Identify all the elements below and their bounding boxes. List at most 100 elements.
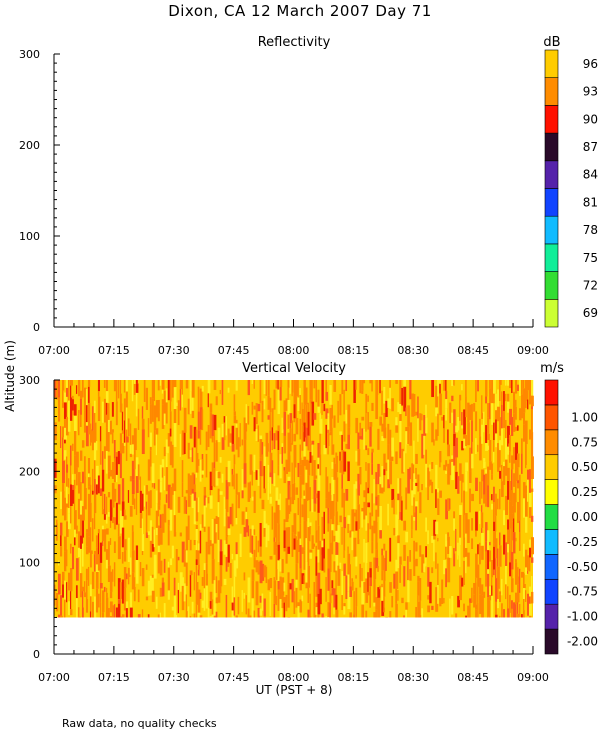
velocity-heatmap-cell	[191, 488, 195, 494]
velocity-heatmap-cell	[195, 564, 198, 582]
velocity-heatmap-cell	[511, 540, 513, 553]
velocity-heatmap-cell	[159, 612, 161, 618]
velocity-heatmap-cell	[375, 394, 378, 420]
velocity-heatmap-cell	[531, 557, 534, 563]
velocity-heatmap-cell	[279, 387, 282, 401]
velocity-heatmap-cell	[465, 533, 467, 548]
velocity-heatmap-cell	[369, 586, 372, 608]
velocity-heatmap-cell	[63, 450, 67, 460]
velocity-heatmap-cell	[395, 559, 398, 572]
velocity-heatmap-cell	[527, 469, 530, 480]
velocity-heatmap-cell	[413, 393, 416, 417]
velocity-heatmap-cell	[407, 580, 410, 603]
velocity-heatmap-cell	[219, 551, 223, 566]
velocity-heatmap-cell	[517, 453, 520, 468]
velocity-heatmap-cell	[399, 420, 402, 443]
velocity-heatmap-cell	[125, 573, 128, 580]
velocity-heatmap-cell	[343, 528, 346, 551]
velocity-heatmap-cell	[311, 440, 315, 445]
velocity-heatmap-cell	[199, 388, 203, 408]
velocity-heatmap-cell	[141, 406, 144, 419]
velocity-heatmap-cell	[405, 444, 407, 454]
velocity-heatmap-cell	[379, 416, 382, 426]
velocity-heatmap-cell	[447, 429, 449, 445]
velocity-x-tick-label: 09:00	[517, 671, 549, 684]
velocity-heatmap-cell	[269, 477, 272, 494]
velocity-heatmap-cell	[131, 525, 134, 532]
velocity-heatmap-cell	[159, 560, 163, 576]
velocity-heatmap-cell	[75, 385, 78, 394]
velocity-heatmap-cell	[341, 488, 344, 508]
velocity-heatmap-cell	[56, 519, 58, 524]
velocity-heatmap-cell	[97, 529, 100, 534]
velocity-heatmap-cell	[477, 602, 479, 618]
velocity-heatmap-cell	[115, 456, 118, 475]
velocity-heatmap-cell	[293, 433, 297, 442]
velocity-heatmap-cell	[435, 521, 439, 535]
velocity-heatmap-cell	[515, 604, 517, 618]
velocity-heatmap-cell	[531, 515, 534, 522]
velocity-heatmap-cell	[135, 476, 139, 493]
velocity-heatmap-cell	[61, 402, 65, 408]
velocity-heatmap-cell	[313, 460, 316, 480]
velocity-heatmap-cell	[491, 474, 493, 480]
velocity-heatmap-cell	[429, 581, 432, 604]
velocity-heatmap-cell	[227, 516, 230, 529]
velocity-heatmap-cell	[335, 477, 339, 502]
velocity-heatmap-cell	[241, 490, 244, 499]
velocity-heatmap-cell	[203, 570, 206, 589]
velocity-heatmap-cell	[487, 485, 490, 508]
velocity-heatmap-cell	[287, 455, 291, 472]
velocity-heatmap-cell	[499, 488, 501, 510]
velocity-heatmap-cell	[85, 568, 88, 581]
velocity-heatmap-cell	[61, 390, 64, 403]
velocity-heatmap-cell	[65, 464, 69, 473]
velocity-heatmap-cell	[361, 428, 364, 440]
velocity-heatmap-cell	[77, 607, 80, 617]
velocity-heatmap-cell	[355, 481, 358, 489]
velocity-heatmap-cell	[267, 443, 269, 452]
velocity-heatmap-cell	[331, 404, 333, 419]
velocity-heatmap-cell	[425, 417, 428, 434]
velocity-heatmap-cell	[99, 588, 102, 603]
velocity-heatmap-cell	[331, 477, 335, 501]
velocity-heatmap-cell	[111, 569, 114, 582]
velocity-heatmap-cell	[389, 380, 391, 388]
velocity-heatmap-cell	[69, 380, 73, 386]
velocity-heatmap-cell	[307, 460, 311, 476]
velocity-heatmap-cell	[357, 529, 360, 540]
velocity-heatmap-cell	[54, 458, 57, 478]
velocity-heatmap-cell	[141, 493, 144, 511]
velocity-heatmap-cell	[201, 577, 204, 586]
velocity-heatmap-cell	[195, 559, 198, 565]
velocity-heatmap-cell	[403, 615, 405, 618]
velocity-heatmap-cell	[71, 546, 75, 570]
velocity-heatmap-cell	[163, 475, 166, 491]
velocity-heatmap-cell	[479, 542, 481, 547]
velocity-heatmap-cell	[361, 507, 365, 512]
velocity-heatmap-cell	[391, 596, 394, 608]
velocity-heatmap-cell	[499, 430, 502, 436]
velocity-heatmap-cell	[405, 487, 408, 510]
velocity-heatmap-cell	[233, 597, 236, 616]
velocity-heatmap-cell	[315, 607, 318, 615]
velocity-heatmap-cell	[81, 380, 84, 398]
velocity-heatmap-cell	[511, 600, 513, 609]
velocity-heatmap-cell	[54, 584, 56, 606]
velocity-heatmap-cell	[339, 394, 342, 416]
velocity-heatmap-cell	[397, 493, 400, 501]
velocity-heatmap-cell	[461, 440, 464, 451]
velocity-heatmap-cell	[253, 405, 256, 410]
reflectivity-colorbar-label: 87	[583, 140, 598, 154]
velocity-heatmap-cell	[75, 473, 78, 486]
velocity-heatmap-cell	[353, 512, 356, 517]
velocity-heatmap-cell	[523, 412, 526, 425]
velocity-heatmap-cell	[513, 532, 516, 554]
velocity-heatmap-cell	[445, 380, 447, 391]
velocity-heatmap-cell	[277, 431, 280, 451]
velocity-heatmap-cell	[457, 555, 459, 560]
velocity-heatmap-cell	[531, 456, 534, 479]
velocity-heatmap-cell	[275, 430, 278, 441]
